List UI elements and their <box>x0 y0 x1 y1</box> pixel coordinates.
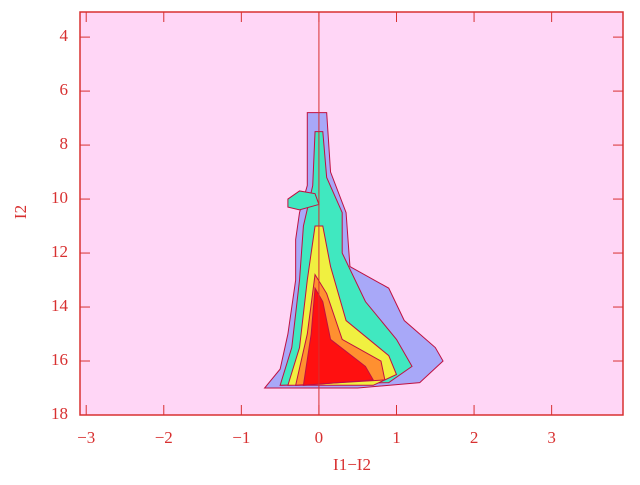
y-tick-label: 16 <box>51 350 68 369</box>
y-tick-label: 6 <box>60 80 69 99</box>
density-contour <box>302 286 375 386</box>
x-tick-label: −2 <box>155 428 173 447</box>
y-tick-label: 12 <box>51 242 68 261</box>
y-tick-label: 18 <box>51 404 68 423</box>
x-tick-label: −1 <box>232 428 250 447</box>
y-tick-label: 14 <box>51 296 69 315</box>
y-tick-label: 4 <box>60 26 69 45</box>
plot-frame <box>79 11 624 416</box>
x-tick-label: 1 <box>392 428 401 447</box>
x-tick-label: 2 <box>470 428 479 447</box>
x-tick-label: −3 <box>77 428 95 447</box>
y-tick-label: 8 <box>60 134 69 153</box>
x-axis-label: I1−I2 <box>333 455 371 474</box>
y-tick-label: 10 <box>51 188 68 207</box>
x-tick-label: 3 <box>547 428 556 447</box>
x-tick-label: 0 <box>315 428 324 447</box>
y-axis-label: I2 <box>11 205 30 219</box>
